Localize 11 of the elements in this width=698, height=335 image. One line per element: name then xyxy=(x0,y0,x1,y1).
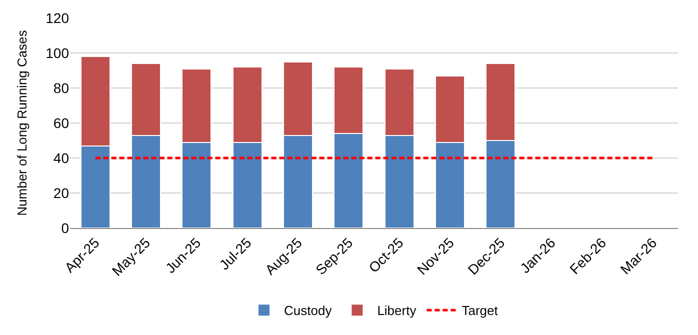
y-axis-title: Number of Long Running Cases xyxy=(14,30,30,216)
y-tick-label: 60 xyxy=(53,114,70,131)
y-tick-label: 120 xyxy=(46,10,70,26)
y-tick-label: 100 xyxy=(46,44,70,61)
legend-label: Target xyxy=(462,303,498,318)
y-tick-label: 40 xyxy=(53,150,70,166)
y-tick-label: 20 xyxy=(53,184,70,201)
legend-label: Custody xyxy=(284,303,332,318)
legend-label: Liberty xyxy=(377,303,417,318)
y-tick-label: 0 xyxy=(61,220,70,236)
y-tick-label: 80 xyxy=(53,80,70,96)
